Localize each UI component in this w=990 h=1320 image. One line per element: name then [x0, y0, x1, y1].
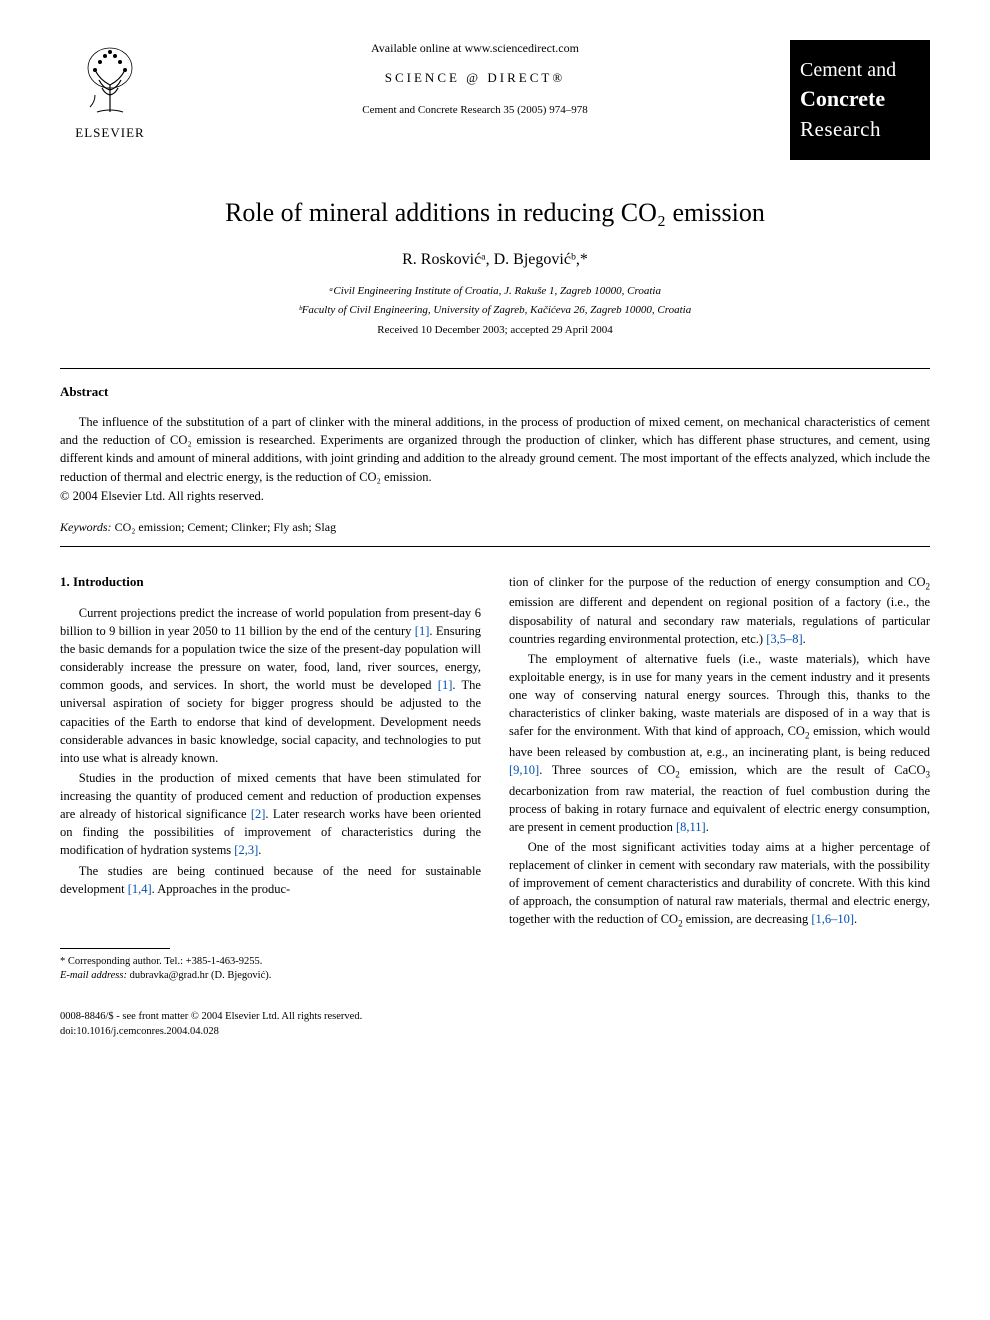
journal-logo-box: Cement and Concrete Research [790, 40, 930, 160]
center-header: Available online at www.sciencedirect.co… [160, 40, 790, 118]
ref-link[interactable]: [1,6–10] [811, 912, 854, 926]
publisher-block: ELSEVIER [60, 40, 160, 142]
intro-para-2: Studies in the production of mixed cemen… [60, 769, 481, 860]
left-column: 1. Introduction Current projections pred… [60, 573, 481, 984]
corresponding-author-footnote: * Corresponding author. Tel.: +385-1-463… [60, 955, 481, 970]
ref-link[interactable]: [1] [438, 678, 453, 692]
section-1-heading: 1. Introduction [60, 573, 481, 592]
ref-link[interactable]: [9,10] [509, 763, 539, 777]
sciencedirect-logo: SCIENCE @ DIRECT® [180, 69, 770, 87]
article-dates: Received 10 December 2003; accepted 29 A… [60, 323, 930, 338]
ref-link[interactable]: [8,11] [676, 820, 706, 834]
abstract-copyright: © 2004 Elsevier Ltd. All rights reserved… [60, 488, 930, 506]
email-label: E-mail address: [60, 970, 127, 981]
affiliation-a: ᵃCivil Engineering Institute of Croatia,… [60, 284, 930, 299]
body-columns: 1. Introduction Current projections pred… [60, 573, 930, 984]
publisher-name: ELSEVIER [75, 124, 144, 142]
ref-link[interactable]: [2] [251, 807, 266, 821]
bottom-meta: 0008-8846/$ - see front matter © 2004 El… [60, 1010, 930, 1039]
keywords-label: Keywords: [60, 520, 112, 534]
email-footnote: E-mail address: dubravka@grad.hr (D. Bje… [60, 969, 481, 984]
authors: R. Roskovićᵃ, D. Bjegovićᵇ,* [60, 249, 930, 271]
right-column: tion of clinker for the purpose of the r… [509, 573, 930, 984]
intro-para-3: The studies are being continued because … [60, 862, 481, 898]
available-online-text: Available online at www.sciencedirect.co… [180, 40, 770, 57]
abstract-label: Abstract [60, 383, 930, 401]
rule-above-abstract [60, 368, 930, 369]
ref-link[interactable]: [3,5–8] [766, 632, 802, 646]
rule-below-keywords [60, 546, 930, 547]
journal-logo-line2: Concrete [800, 84, 920, 115]
intro-para-1: Current projections predict the increase… [60, 604, 481, 767]
abstract-text: The influence of the substitution of a p… [60, 413, 930, 486]
intro-para-4: The employment of alternative fuels (i.e… [509, 650, 930, 836]
intro-para-3-cont: tion of clinker for the purpose of the r… [509, 573, 930, 648]
ref-link[interactable]: [2,3] [234, 843, 258, 857]
citation-line: Cement and Concrete Research 35 (2005) 9… [180, 103, 770, 118]
front-matter-line: 0008-8846/$ - see front matter © 2004 El… [60, 1010, 930, 1025]
ref-link[interactable]: [1] [415, 624, 430, 638]
keywords-line: Keywords: CO₂ emission; Cement; Clinker;… [60, 519, 930, 536]
journal-logo-line1: Cement and [800, 56, 920, 84]
doi-line: doi:10.1016/j.cemconres.2004.04.028 [60, 1025, 930, 1040]
keywords-text: CO₂ emission; Cement; Clinker; Fly ash; … [112, 520, 337, 534]
email-address: dubravka@grad.hr (D. Bjegović). [127, 970, 271, 981]
journal-logo-line3: Research [800, 115, 920, 144]
affiliation-b: ᵇFaculty of Civil Engineering, Universit… [60, 303, 930, 318]
footnote-rule [60, 948, 170, 949]
page-header: ELSEVIER Available online at www.science… [60, 40, 930, 160]
article-title: Role of mineral additions in reducing CO… [60, 195, 930, 231]
intro-para-5: One of the most significant activities t… [509, 838, 930, 931]
elsevier-tree-icon [75, 40, 145, 120]
ref-link[interactable]: [1,4] [128, 882, 152, 896]
